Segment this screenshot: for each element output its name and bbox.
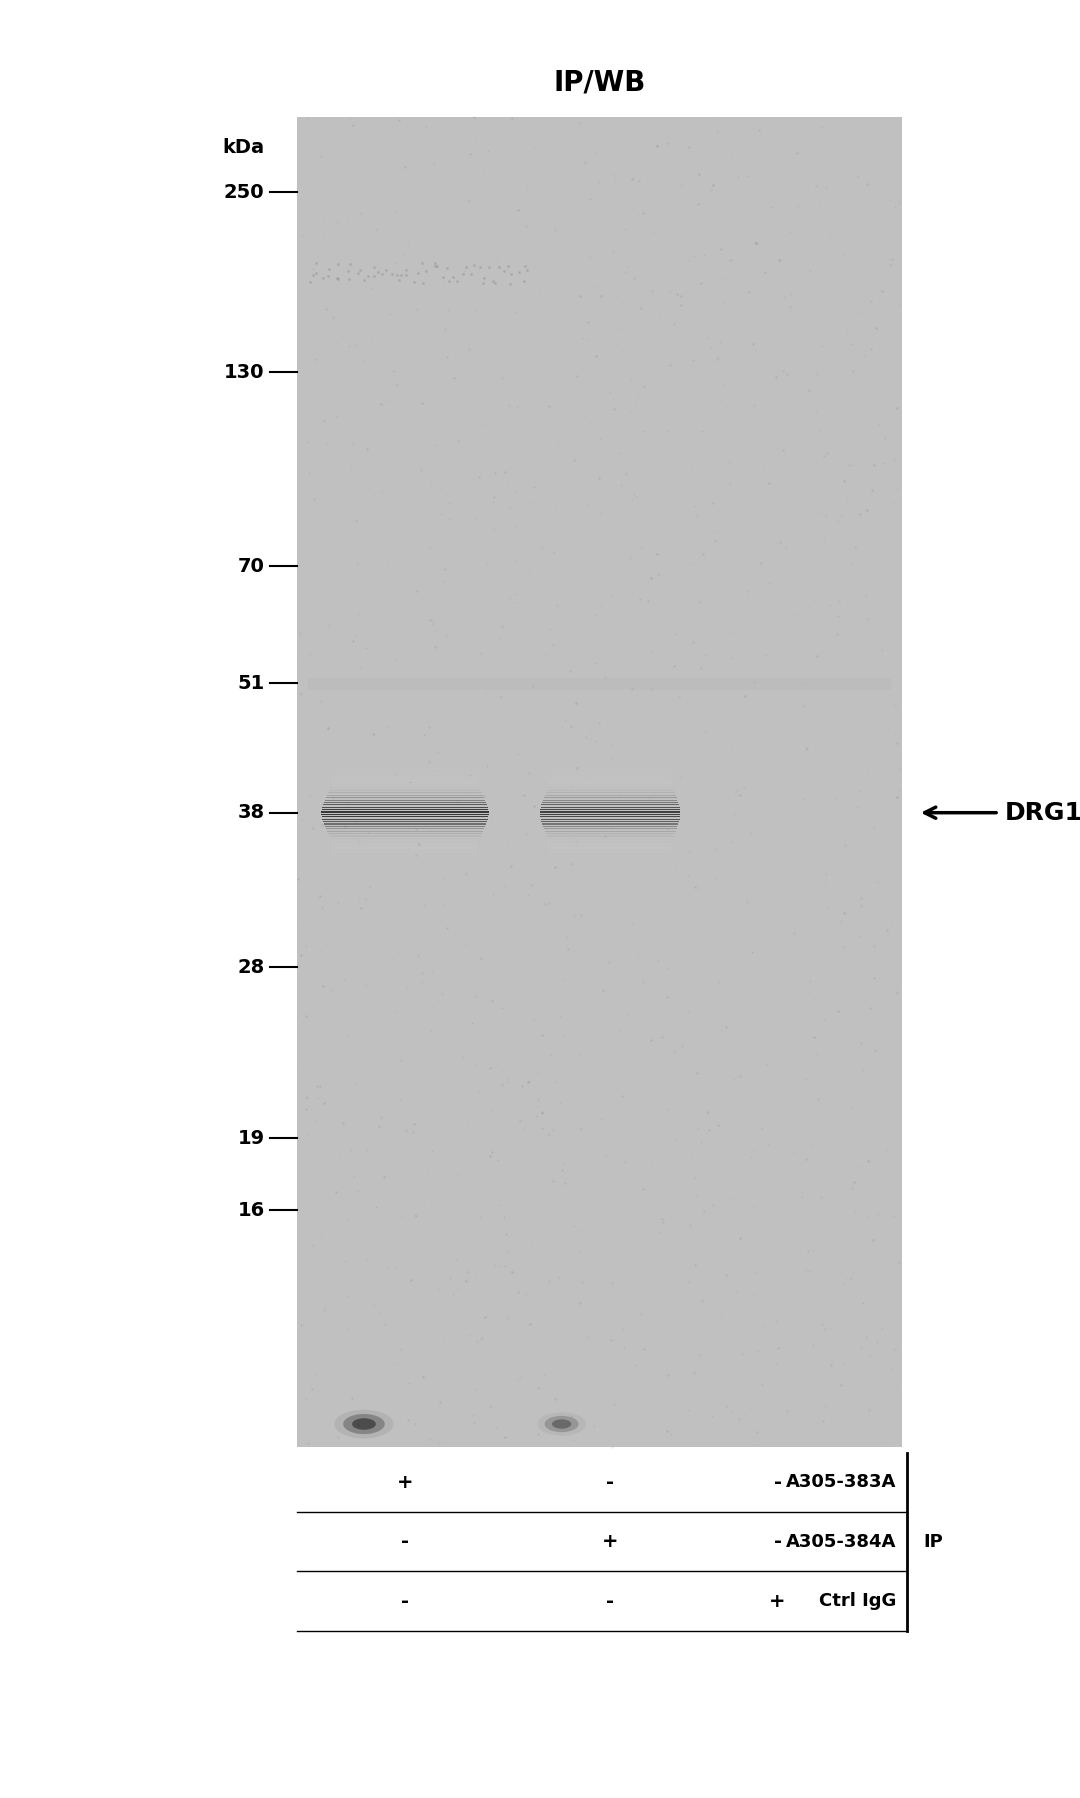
Text: -: - <box>401 1591 409 1611</box>
Text: A305-383A: A305-383A <box>786 1473 896 1492</box>
Text: +: + <box>602 1532 619 1552</box>
Text: -: - <box>773 1532 782 1552</box>
Text: 38: 38 <box>238 804 265 822</box>
Text: Ctrl IgG: Ctrl IgG <box>819 1591 896 1611</box>
Text: 16: 16 <box>238 1201 265 1219</box>
Text: kDa: kDa <box>222 138 265 156</box>
Text: DRG1: DRG1 <box>1004 800 1080 825</box>
Text: -: - <box>773 1473 782 1492</box>
Ellipse shape <box>544 1415 579 1433</box>
Text: IP/WB: IP/WB <box>553 68 646 97</box>
Ellipse shape <box>552 1419 571 1429</box>
Text: 51: 51 <box>238 674 265 692</box>
Bar <box>308 678 891 690</box>
Ellipse shape <box>352 1419 376 1429</box>
Bar <box>297 117 902 1447</box>
Ellipse shape <box>343 1413 384 1435</box>
Ellipse shape <box>538 1413 585 1435</box>
Text: -: - <box>606 1473 615 1492</box>
Text: 70: 70 <box>238 557 265 575</box>
Text: IP: IP <box>923 1532 943 1552</box>
Text: -: - <box>606 1591 615 1611</box>
Text: 28: 28 <box>238 958 265 976</box>
Text: +: + <box>396 1473 414 1492</box>
Text: -: - <box>401 1532 409 1552</box>
Text: 250: 250 <box>224 183 265 201</box>
Text: +: + <box>769 1591 786 1611</box>
Text: A305-384A: A305-384A <box>786 1532 896 1552</box>
Text: 130: 130 <box>225 363 265 381</box>
Text: 19: 19 <box>238 1129 265 1147</box>
Ellipse shape <box>335 1410 394 1438</box>
